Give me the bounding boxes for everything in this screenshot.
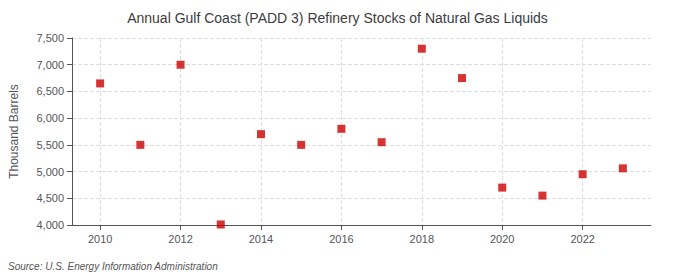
svg-text:2022: 2022 (570, 233, 594, 245)
svg-text:2012: 2012 (168, 233, 192, 245)
svg-text:2020: 2020 (490, 233, 514, 245)
svg-text:7,000: 7,000 (36, 59, 64, 71)
svg-text:2018: 2018 (410, 233, 434, 245)
svg-text:6,500: 6,500 (36, 85, 64, 97)
svg-text:Source: U.S. Energy Informatio: Source: U.S. Energy Information Administ… (8, 261, 218, 272)
svg-text:6,000: 6,000 (36, 112, 64, 124)
svg-text:2016: 2016 (329, 233, 353, 245)
svg-text:5,000: 5,000 (36, 166, 64, 178)
svg-text:2014: 2014 (249, 233, 273, 245)
svg-text:4,500: 4,500 (36, 192, 64, 204)
svg-text:4,000: 4,000 (36, 219, 64, 231)
svg-text:5,500: 5,500 (36, 139, 64, 151)
svg-text:2010: 2010 (88, 233, 112, 245)
svg-text:Thousand Barrels: Thousand Barrels (7, 84, 21, 179)
svg-text:7,500: 7,500 (36, 32, 64, 44)
svg-text:Annual Gulf Coast (PADD 3) Ref: Annual Gulf Coast (PADD 3) Refinery Stoc… (127, 10, 548, 26)
